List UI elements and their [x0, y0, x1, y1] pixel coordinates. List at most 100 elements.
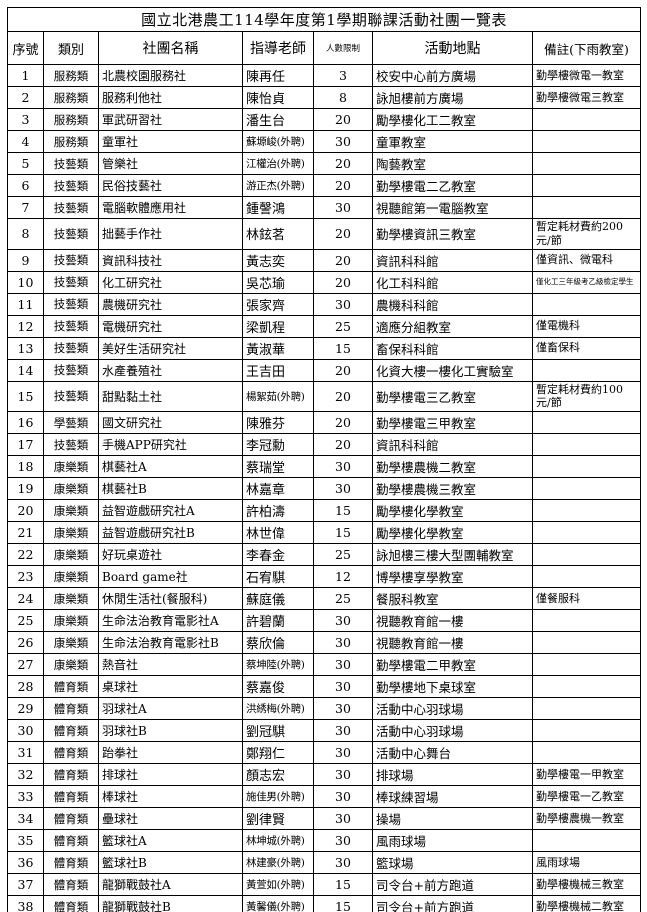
cell-teacher: 許柏濤 — [242, 499, 314, 522]
cell-category: 體育類 — [43, 829, 99, 852]
cell-category: 技藝類 — [43, 196, 99, 219]
cell-serial: 37 — [7, 873, 44, 896]
cell-teacher: 蔡嘉俊 — [242, 675, 314, 698]
cell-limit: 3 — [313, 64, 373, 87]
cell-teacher: 黃志奕 — [242, 248, 314, 272]
cell-serial: 6 — [7, 174, 44, 197]
cell-category: 服務類 — [43, 86, 99, 109]
cell-category: 體育類 — [43, 785, 99, 808]
cell-location: 資訊科科館 — [372, 433, 533, 456]
cell-club-name: 龍獅戰鼓社B — [98, 895, 243, 912]
cell-location: 畜保科科館 — [372, 336, 533, 360]
cell-remark — [531, 499, 642, 522]
cell-limit: 30 — [313, 609, 373, 632]
cell-limit: 30 — [313, 697, 373, 720]
cell-category: 康樂類 — [43, 609, 99, 632]
table-row: 28 體育類 桌球社 蔡嘉俊 30 勤學樓地下桌球室 — [7, 675, 642, 698]
table-row: 24 康樂類 休閒生活社(餐服科) 蘇庭儀 25 餐服科教室 僅餐服科 — [7, 587, 642, 610]
cell-remark: 僅資訊、微電科 — [531, 248, 642, 272]
cell-limit: 30 — [313, 455, 373, 478]
cell-remark: 勤學樓微電三教室 — [531, 86, 642, 109]
cell-club-name: 棋藝社B — [98, 477, 243, 500]
cell-club-name: 跆拳社 — [98, 741, 243, 764]
cell-serial: 11 — [7, 292, 44, 316]
cell-remark: 勤學樓農機一教室 — [531, 807, 642, 830]
cell-limit: 15 — [313, 499, 373, 522]
cell-teacher: 蔡欣倫 — [242, 631, 314, 654]
column-header-location: 活動地點 — [372, 31, 533, 65]
cell-teacher: 游正杰(外聘) — [242, 174, 314, 197]
cell-location: 陶藝教室 — [372, 152, 533, 175]
cell-limit: 20 — [313, 174, 373, 197]
cell-limit: 30 — [313, 851, 373, 874]
cell-serial: 24 — [7, 587, 44, 610]
cell-serial: 19 — [7, 477, 44, 500]
table-row: 18 康樂類 棋藝社A 蔡瑞堂 30 勤學樓農機二教室 — [7, 455, 642, 478]
cell-remark: 勤學樓電一甲教室 — [531, 763, 642, 786]
cell-club-name: 北農校園服務社 — [98, 64, 243, 87]
cell-limit: 15 — [313, 336, 373, 360]
cell-remark — [531, 433, 642, 456]
cell-club-name: 水產養殖社 — [98, 358, 243, 382]
cell-club-name: 民俗技藝社 — [98, 174, 243, 197]
cell-limit: 20 — [313, 108, 373, 131]
cell-teacher: 林嘉章 — [242, 477, 314, 500]
table-row: 22 康樂類 好玩桌遊社 李春金 25 詠旭樓三樓大型團輔教室 — [7, 543, 642, 566]
cell-serial: 13 — [7, 336, 44, 360]
cell-serial: 16 — [7, 411, 44, 434]
cell-teacher: 黃萱如(外聘) — [242, 873, 314, 896]
cell-location: 勵學樓化工二教室 — [372, 108, 533, 131]
table-row: 20 康樂類 益智遊戲研究社A 許柏濤 15 勵學樓化學教室 — [7, 499, 642, 522]
cell-limit: 20 — [313, 248, 373, 272]
cell-category: 體育類 — [43, 719, 99, 742]
cell-remark: 勤學樓電一乙教室 — [531, 785, 642, 808]
cell-remark — [531, 174, 642, 197]
cell-category: 技藝類 — [43, 248, 99, 272]
table-row: 37 體育類 龍獅戰鼓社A 黃萱如(外聘) 15 司令台+前方跑道 勤學樓機械三… — [7, 873, 642, 896]
cell-remark — [531, 565, 642, 588]
cell-club-name: 化工研究社 — [98, 270, 243, 294]
cell-limit: 8 — [313, 86, 373, 109]
cell-location: 餐服科教室 — [372, 587, 533, 610]
cell-teacher: 許碧蘭 — [242, 609, 314, 632]
cell-serial: 30 — [7, 719, 44, 742]
cell-location: 活動中心羽球場 — [372, 697, 533, 720]
club-table: 國立北港農工114學年度第1學期聯課活動社團一覽表 序號 類別 社團名稱 指導老… — [6, 7, 642, 912]
cell-teacher: 蔡坤陸(外聘) — [242, 653, 314, 676]
page-title: 國立北港農工114學年度第1學期聯課活動社團一覽表 — [6, 7, 642, 32]
cell-category: 康樂類 — [43, 455, 99, 478]
cell-serial: 34 — [7, 807, 44, 830]
cell-limit: 20 — [313, 433, 373, 456]
cell-category: 康樂類 — [43, 587, 99, 610]
cell-remark: 勤學樓微電一教室 — [531, 64, 642, 87]
title-row: 國立北港農工114學年度第1學期聯課活動社團一覽表 — [6, 7, 642, 32]
table-row: 21 康樂類 益智遊戲研究社B 林世偉 15 勵學樓化學教室 — [7, 521, 642, 544]
cell-limit: 30 — [313, 675, 373, 698]
cell-category: 體育類 — [43, 895, 99, 912]
cell-serial: 26 — [7, 631, 44, 654]
table-row: 34 體育類 壘球社 劉律賢 30 操場 勤學樓農機一教室 — [7, 807, 642, 830]
cell-category: 體育類 — [43, 807, 99, 830]
table-row: 13 技藝類 美好生活研究社 黃淑華 15 畜保科科館 僅畜保科 — [7, 336, 642, 360]
cell-remark — [531, 653, 642, 676]
table-row: 3 服務類 軍武研習社 潘生台 20 勵學樓化工二教室 — [7, 108, 642, 131]
cell-limit: 20 — [313, 380, 373, 412]
cell-location: 博學樓享學教室 — [372, 565, 533, 588]
cell-limit: 30 — [313, 196, 373, 219]
cell-location: 適應分組教室 — [372, 314, 533, 338]
cell-category: 技藝類 — [43, 358, 99, 382]
cell-location: 司令台+前方跑道 — [372, 895, 533, 912]
cell-club-name: 資訊科技社 — [98, 248, 243, 272]
cell-club-name: 籃球社B — [98, 851, 243, 874]
cell-limit: 20 — [313, 270, 373, 294]
cell-category: 服務類 — [43, 64, 99, 87]
cell-limit: 25 — [313, 314, 373, 338]
cell-remark — [531, 455, 642, 478]
cell-club-name: 童軍社 — [98, 130, 243, 153]
table-row: 15 技藝類 甜點黏土社 楊絮茹(外聘) 20 勤學樓電三乙教室 暫定耗材費約1… — [7, 380, 642, 412]
cell-limit: 30 — [313, 653, 373, 676]
cell-category: 體育類 — [43, 763, 99, 786]
cell-location: 勤學樓電二乙教室 — [372, 174, 533, 197]
cell-teacher: 陳怡貞 — [242, 86, 314, 109]
cell-teacher: 王吉田 — [242, 358, 314, 382]
